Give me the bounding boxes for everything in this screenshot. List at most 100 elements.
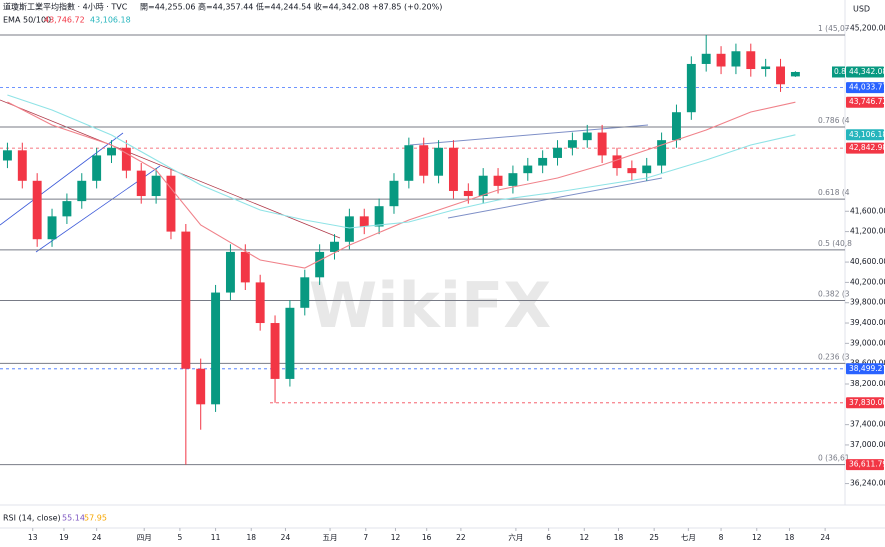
x-tick-label: 24 [820,533,830,542]
y-tick-label: 41,200.00 [850,227,885,236]
candle-body [77,180,87,202]
candle-body [300,277,310,308]
x-tick-label: 24 [92,533,102,542]
price-tag [846,363,884,375]
y-tick-label: 38,600.00 [850,359,885,368]
candle-body [315,251,325,278]
candle-body [151,175,161,197]
candle-body [434,147,444,176]
x-tick-label: 18 [614,533,624,542]
x-tick-label: 25 [649,533,659,542]
candle-body [523,165,533,174]
y-tick-label: 45,200.00 [850,23,885,32]
price-tag-label: 43,106.18 [849,130,885,139]
fib-label: 0.382 (3 [818,290,850,299]
rsi-readout: 57.95 [84,514,107,523]
fib-label: 0.236 (3 [818,352,850,361]
x-tick-label: 12 [580,533,590,542]
candle-body [389,180,399,207]
candle-body [225,251,235,293]
candle-body [211,292,221,405]
price-tag-label: 44,342.08 [849,67,885,76]
candle-body [419,145,429,176]
price-tag [846,397,884,409]
candle-body [270,323,280,379]
x-tick-label: 六月 [508,532,523,542]
candle-body [538,157,548,166]
ema-label: EMA 50/100 [3,16,51,25]
price-tag [846,142,884,154]
price-tag [846,96,884,108]
candle-body [776,66,785,85]
price-tag-label: 42,842.98 [849,143,885,152]
candle-body [553,147,562,158]
candle-body [761,66,771,70]
candle-body [359,216,369,227]
rsi-readout: 55.14 [62,514,85,523]
candle-body [255,282,265,324]
price-tag-label: 38,499.27 [849,364,885,373]
fib-label: 0 (36,61 [818,454,850,463]
candle-body [701,53,711,64]
candle-body [731,51,741,67]
x-tick-label: 13 [28,533,38,542]
tag-prefix-box [832,66,845,78]
price-tag-label: 43,746.72 [849,97,885,106]
x-tick-label: 7 [363,533,368,542]
candle-body [508,173,518,186]
fib-label: 1 (45,07 [818,24,850,33]
tag-prefix: 0.8 [834,67,846,76]
x-tick-label: 12 [752,533,762,542]
fib-label: 0.786 (4 [818,116,850,125]
x-tick-label: 12 [391,533,401,542]
price-tag [846,66,884,78]
rsi-label: RSI (14, close) [3,514,61,523]
x-tick-label: 24 [281,533,291,542]
candle-body [463,190,473,197]
price-tag [846,459,884,471]
ema-line [7,94,796,229]
ohlc-readout: 開=44,255.06 高=44,357.44 低=44,244.54 收=44… [140,2,442,12]
candle-body [716,53,726,67]
x-tick-label: 18 [246,533,256,542]
candle-body [47,216,57,240]
candle-body [672,112,681,141]
candle-body [478,175,488,197]
candle-body [344,216,354,242]
candle-body [240,251,250,283]
candle-body [612,155,622,169]
y-tick-label: 41,600.00 [850,206,885,215]
x-tick-label: 8 [719,533,724,542]
candle-body [32,180,42,240]
x-tick-label: 四月 [137,533,152,542]
candle-body [493,175,503,186]
candle-body [196,368,206,405]
currency: USD [853,5,870,14]
price-tag-label: 44,033.77 [849,83,885,92]
wedge-line [409,124,649,146]
candle-body [374,206,384,227]
candle-body [2,150,12,161]
candle-body [657,140,667,166]
ema-line [7,101,796,269]
candle-body [121,147,131,171]
candle-body [627,168,637,174]
x-tick-label: 七月 [681,533,696,542]
candle-body [448,147,458,191]
candle-body [330,241,339,252]
candle-body [746,51,756,70]
ema-readout: 43,106.18 [90,16,131,25]
x-tick-label: 五月 [323,533,338,542]
price-tag-label: 37,830.00 [849,398,885,407]
candle-body [17,150,27,181]
ema-readout: 43,746.72 [44,16,85,25]
candle-body [404,145,414,181]
price-tag [846,129,884,141]
fib-label: 0.5 (40,8 [818,239,852,248]
x-tick-label: 22 [456,533,466,542]
y-tick-label: 39,000.00 [850,338,885,347]
price-tag [846,82,884,94]
x-tick-label: 16 [422,533,432,542]
